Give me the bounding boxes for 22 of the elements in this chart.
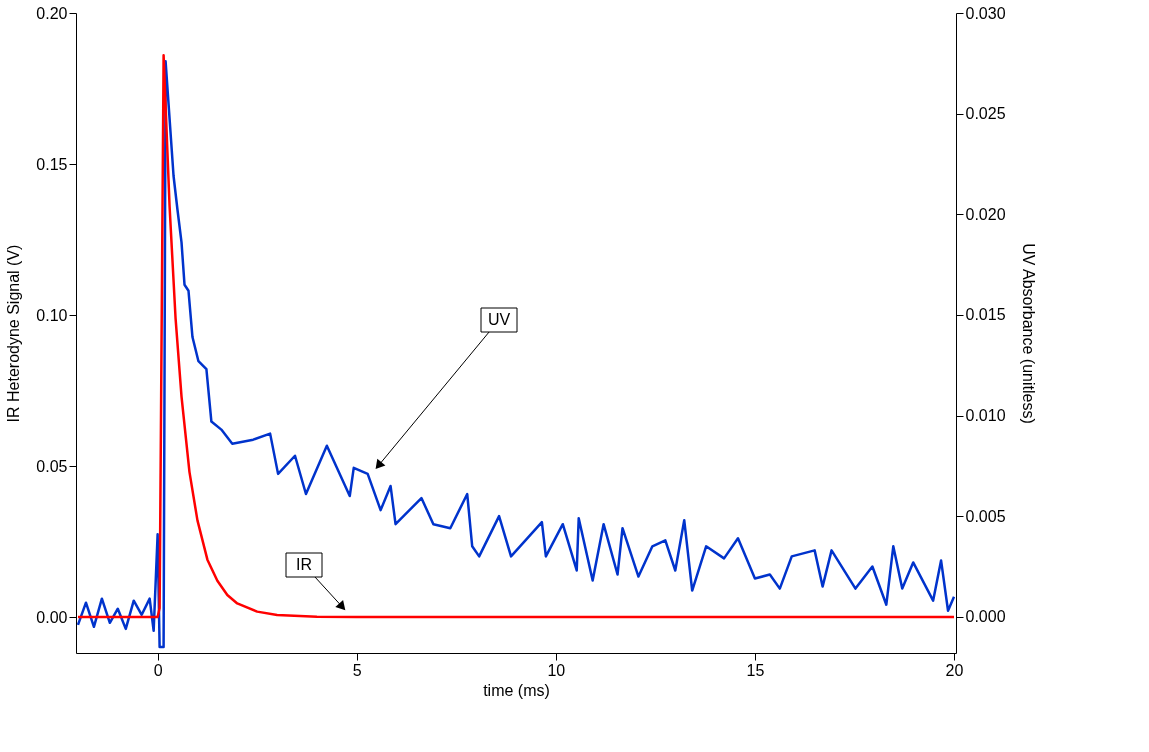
y2-tick-label: 0.005 bbox=[965, 507, 1006, 525]
y-axis-title: IR Heterodyne Signal (V) bbox=[5, 244, 23, 423]
y-tick-label: 0.10 bbox=[36, 306, 68, 324]
y2-axis-title: UV Absorbance (unitless) bbox=[1019, 243, 1037, 424]
annotation: IR bbox=[296, 556, 312, 573]
y-tick-label: 0.00 bbox=[36, 608, 68, 626]
y2-tick-label: 0.000 bbox=[965, 608, 1006, 626]
x-tick-label: 15 bbox=[746, 661, 765, 679]
y2-tick-label: 0.020 bbox=[965, 205, 1006, 223]
y2-tick-label: 0.030 bbox=[965, 4, 1006, 22]
y2-tick-label: 0.015 bbox=[965, 306, 1006, 324]
x-tick-label: 20 bbox=[945, 661, 964, 679]
x-tick-label: 10 bbox=[547, 661, 566, 679]
y-tick-label: 0.20 bbox=[36, 4, 68, 22]
annotation: UV bbox=[487, 311, 511, 328]
y-tick-label: 0.15 bbox=[36, 155, 68, 173]
y2-tick-label: 0.010 bbox=[965, 407, 1006, 425]
y-tick-label: 0.05 bbox=[36, 457, 68, 475]
x-tick-label: 0 bbox=[153, 661, 163, 679]
y2-tick-label: 0.025 bbox=[965, 105, 1006, 123]
x-axis-title: time (ms) bbox=[483, 681, 550, 699]
x-tick-label: 5 bbox=[352, 661, 362, 679]
